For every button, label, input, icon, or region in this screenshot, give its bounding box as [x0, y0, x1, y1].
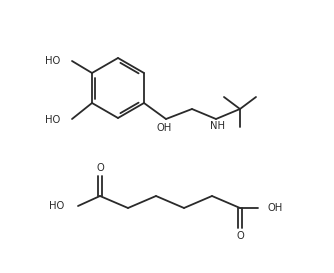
Text: HO: HO — [49, 201, 64, 211]
Text: NH: NH — [210, 121, 225, 131]
Text: O: O — [96, 163, 104, 173]
Text: OH: OH — [268, 203, 283, 213]
Text: O: O — [236, 231, 244, 241]
Text: OH: OH — [156, 123, 172, 133]
Text: HO: HO — [45, 56, 60, 66]
Text: HO: HO — [45, 115, 60, 125]
